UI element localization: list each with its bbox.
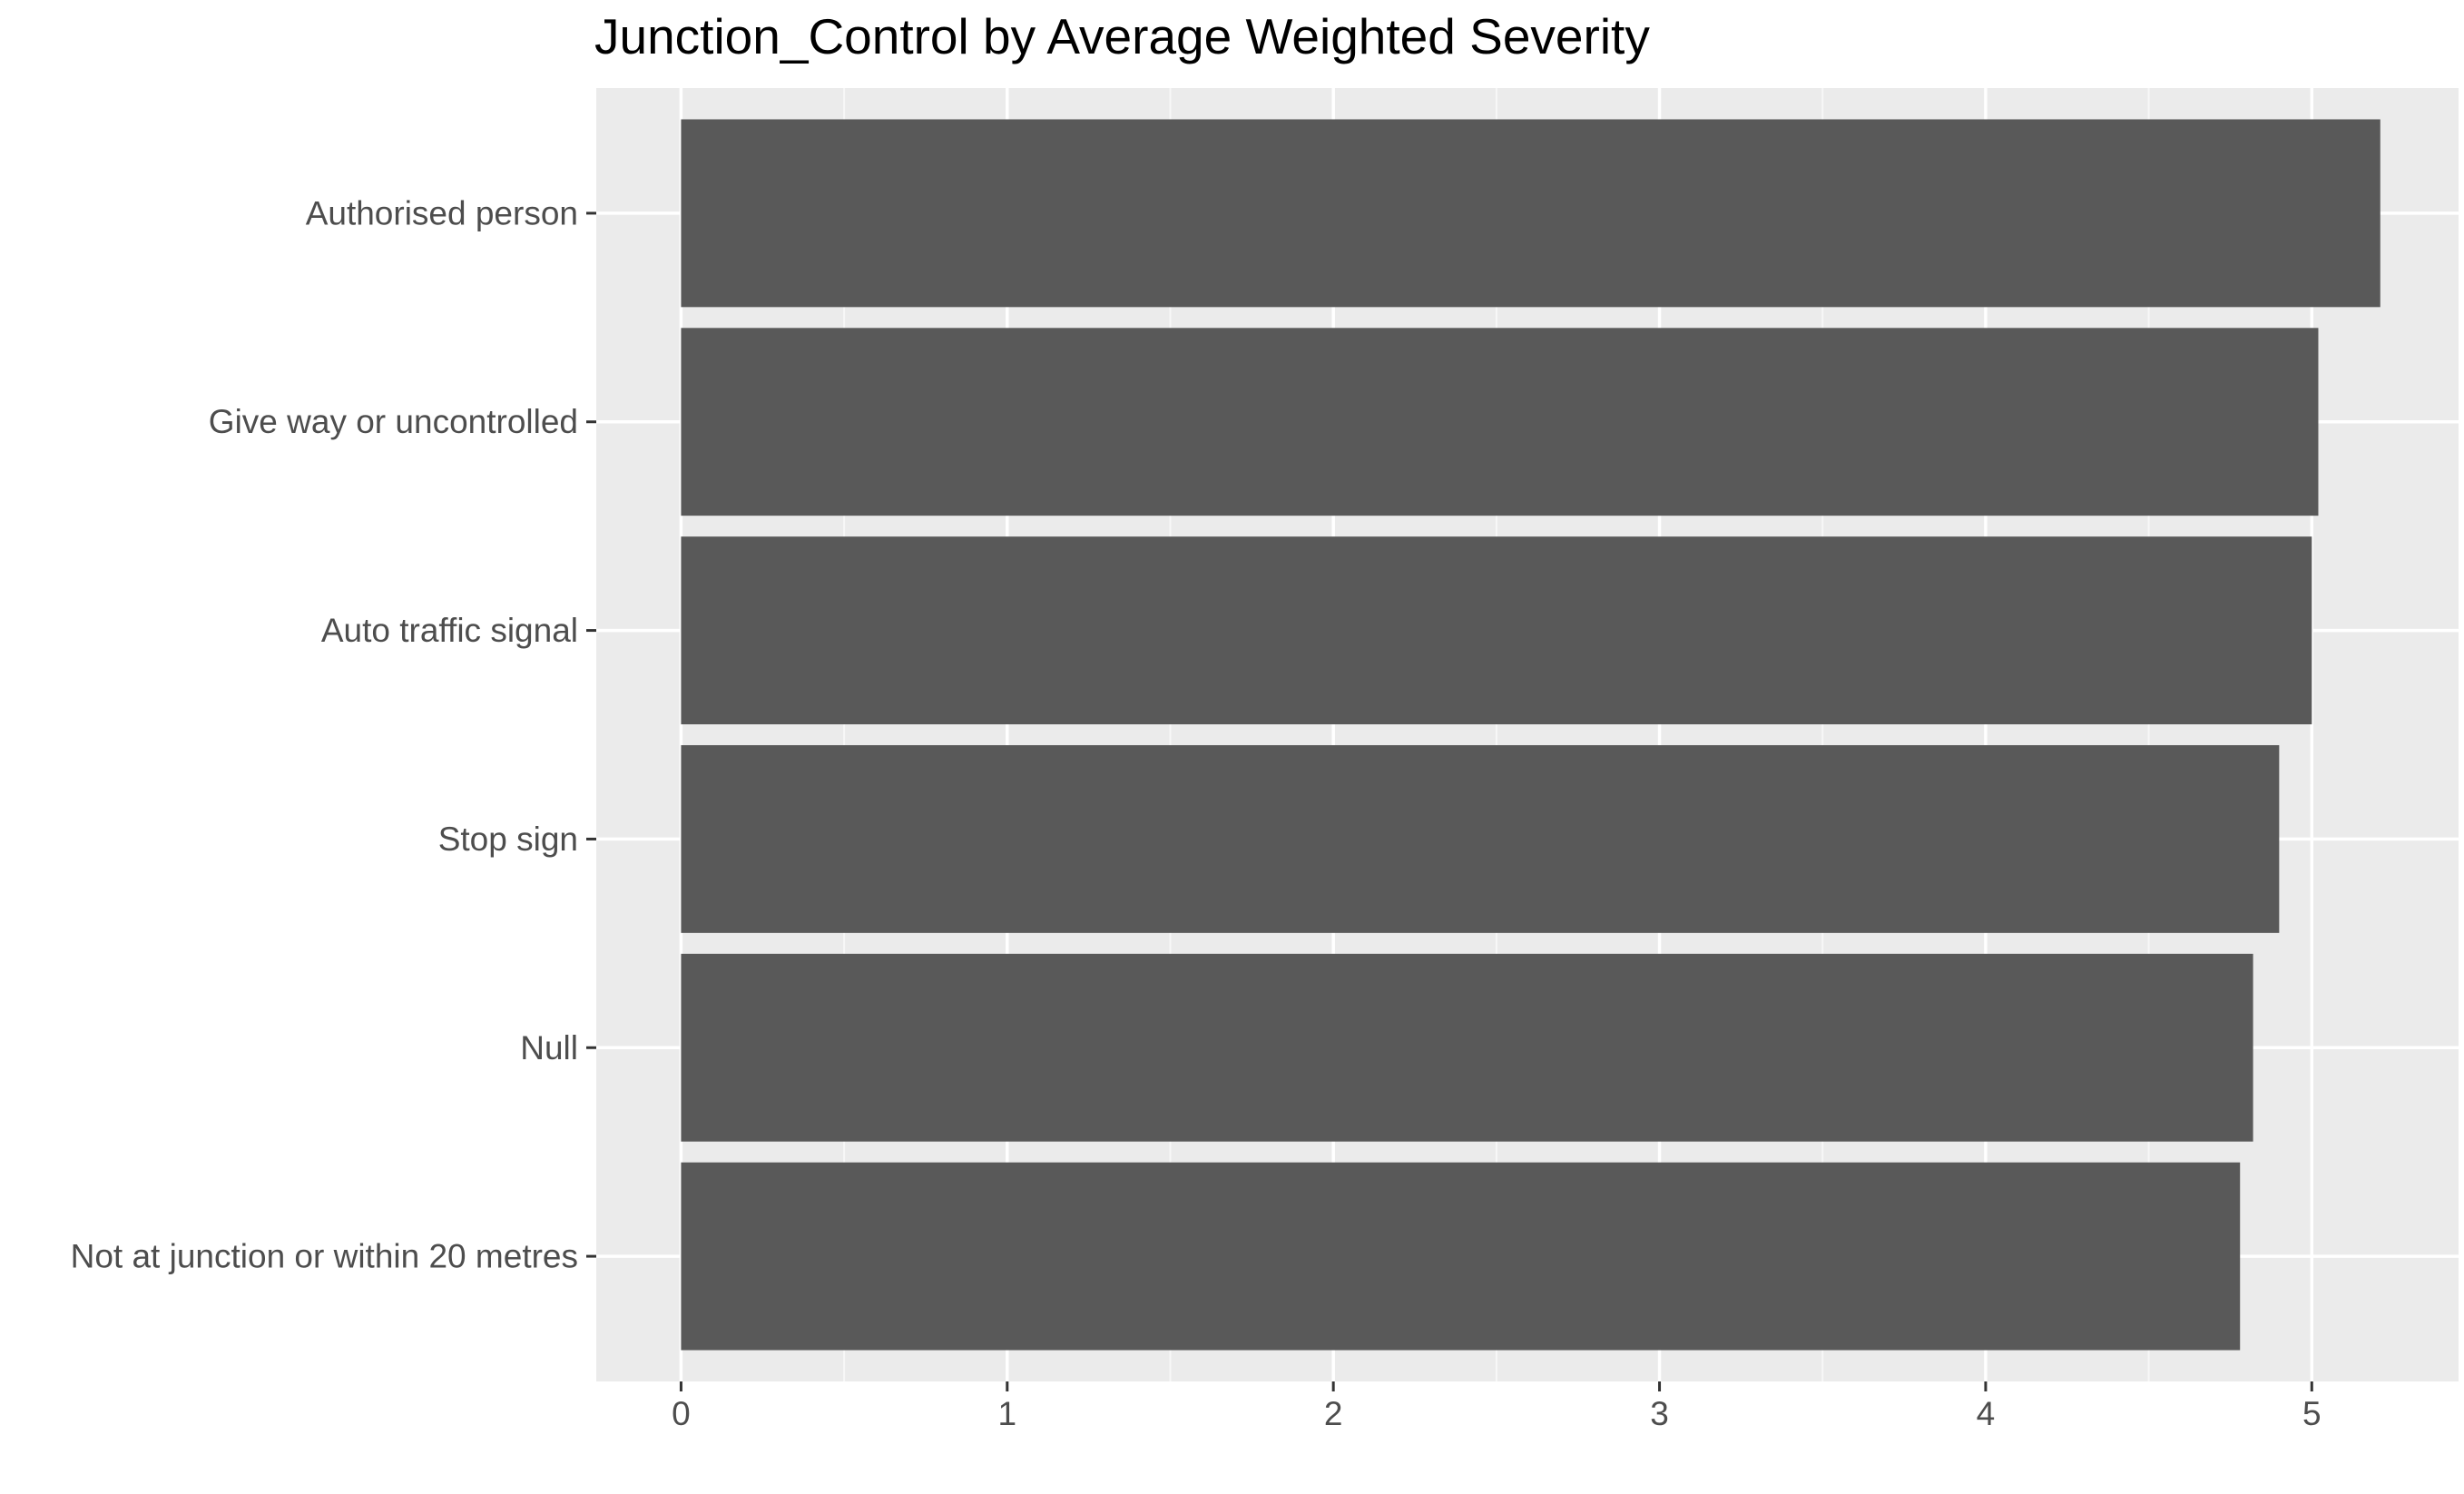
bar [681, 744, 2280, 933]
bar [681, 1162, 2241, 1351]
bars [681, 119, 2381, 1351]
x-tick-label: 3 [1650, 1395, 1669, 1432]
bar [681, 953, 2253, 1142]
bar [681, 119, 2381, 308]
y-tick-label: Stop sign [438, 821, 578, 858]
bar [681, 328, 2319, 516]
chart-title: Junction_Control by Average Weighted Sev… [594, 8, 1650, 64]
y-tick-label: Auto traffic signal [321, 612, 578, 649]
x-tick-label: 5 [2302, 1395, 2322, 1432]
y-tick-label: Not at junction or within 20 metres [71, 1238, 578, 1275]
y-tick-label: Give way or uncontrolled [209, 403, 578, 440]
y-axis: Authorised person Give way or uncontrolle… [71, 194, 596, 1275]
x-tick-label: 2 [1324, 1395, 1343, 1432]
y-tick-label: Null [520, 1029, 578, 1066]
x-axis: 0 1 2 3 4 5 [672, 1381, 2322, 1432]
x-tick-label: 1 [998, 1395, 1017, 1432]
y-tick-label: Authorised person [306, 194, 578, 231]
bar [681, 536, 2312, 725]
x-tick-label: 0 [672, 1395, 691, 1432]
x-tick-label: 4 [1977, 1395, 1996, 1432]
